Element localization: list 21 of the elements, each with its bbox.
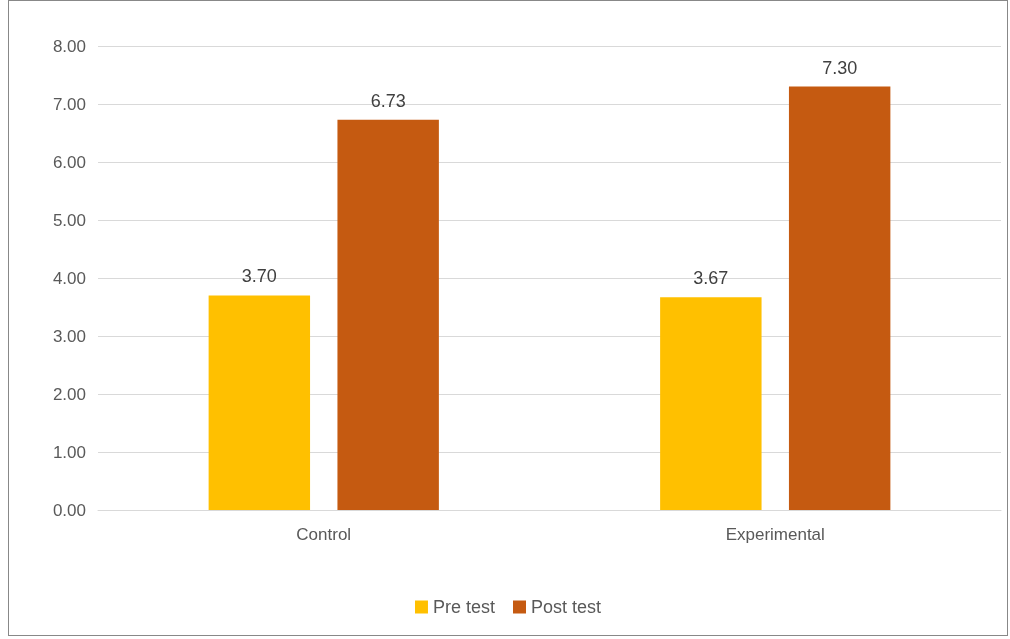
data-label: 3.70	[241, 266, 277, 287]
y-tick-label: 0.00	[52, 500, 86, 520]
data-label: 7.30	[822, 57, 858, 78]
y-tick-label: 3.00	[52, 326, 86, 346]
legend-label: Post test	[531, 597, 602, 617]
bar	[337, 119, 439, 510]
y-tick-label: 8.00	[52, 36, 86, 56]
y-tick-label: 7.00	[52, 94, 86, 114]
bar	[208, 295, 311, 510]
y-tick-label: 5.00	[52, 210, 86, 230]
legend-label: Pre test	[432, 597, 495, 617]
y-tick-label: 4.00	[52, 268, 86, 288]
x-tick-label: Control	[296, 525, 352, 544]
data-label: 6.73	[370, 90, 406, 111]
y-tick-label: 6.00	[52, 152, 86, 172]
data-label: 3.67	[693, 268, 729, 289]
bar	[660, 297, 762, 510]
y-tick-label: 1.00	[52, 442, 86, 462]
x-tick-label: Experimental	[725, 525, 825, 544]
bar	[788, 86, 891, 510]
y-tick-label: 2.00	[52, 384, 86, 404]
